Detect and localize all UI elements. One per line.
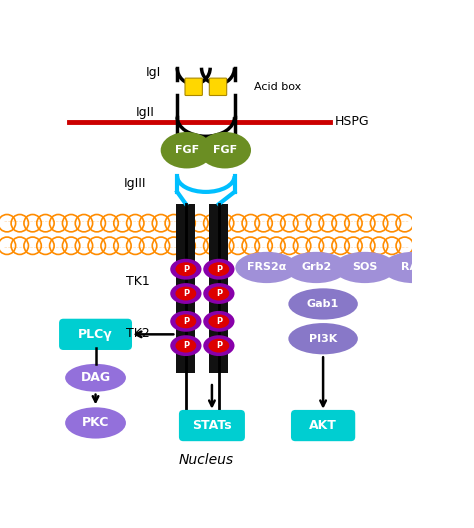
Ellipse shape <box>203 311 235 332</box>
Ellipse shape <box>170 259 201 280</box>
Text: PLCγ: PLCγ <box>78 328 113 341</box>
Text: PKC: PKC <box>82 417 109 429</box>
Text: PI3K: PI3K <box>309 334 337 344</box>
FancyBboxPatch shape <box>210 78 227 96</box>
Text: IgII: IgII <box>136 106 155 119</box>
Text: Acid box: Acid box <box>254 82 301 92</box>
Text: Nucleus: Nucleus <box>178 454 233 467</box>
Ellipse shape <box>209 314 229 328</box>
FancyBboxPatch shape <box>185 78 202 96</box>
Ellipse shape <box>65 407 126 439</box>
Ellipse shape <box>334 252 396 283</box>
Ellipse shape <box>382 252 445 283</box>
Ellipse shape <box>209 287 229 300</box>
Ellipse shape <box>236 252 298 283</box>
Ellipse shape <box>209 338 229 353</box>
Ellipse shape <box>199 132 251 168</box>
Text: TK1: TK1 <box>126 275 150 288</box>
Text: FGF: FGF <box>213 145 237 155</box>
Ellipse shape <box>209 262 229 276</box>
Text: P: P <box>183 317 189 326</box>
Ellipse shape <box>288 323 358 354</box>
Text: P: P <box>216 317 222 326</box>
Text: RAF: RAF <box>448 262 473 272</box>
Text: FRS2α: FRS2α <box>247 262 286 272</box>
Text: P: P <box>183 265 189 274</box>
Bar <box>210 204 228 373</box>
Ellipse shape <box>175 262 196 276</box>
Text: DAG: DAG <box>81 371 110 384</box>
Text: P: P <box>216 265 222 274</box>
Text: IgI: IgI <box>146 65 161 79</box>
Ellipse shape <box>175 287 196 300</box>
Ellipse shape <box>428 354 474 384</box>
Text: SOS: SOS <box>352 262 377 272</box>
Ellipse shape <box>161 132 213 168</box>
Text: P: P <box>216 341 222 350</box>
Ellipse shape <box>203 335 235 356</box>
Bar <box>176 204 195 373</box>
Ellipse shape <box>175 314 196 328</box>
Ellipse shape <box>203 283 235 304</box>
Ellipse shape <box>170 311 201 332</box>
Ellipse shape <box>170 335 201 356</box>
Text: P: P <box>216 289 222 298</box>
Text: Gab1: Gab1 <box>307 299 339 309</box>
Ellipse shape <box>288 288 358 319</box>
Ellipse shape <box>175 338 196 353</box>
Text: FGF: FGF <box>175 145 199 155</box>
Ellipse shape <box>285 252 347 283</box>
FancyBboxPatch shape <box>426 410 474 441</box>
Text: STATs: STATs <box>192 419 232 432</box>
Text: AKT: AKT <box>309 419 337 432</box>
Text: HSPG: HSPG <box>334 115 369 128</box>
Text: RAS: RAS <box>401 262 426 272</box>
Text: TK2: TK2 <box>126 327 150 340</box>
Text: IgIII: IgIII <box>123 177 146 190</box>
Text: P: P <box>183 341 189 350</box>
FancyBboxPatch shape <box>179 410 245 441</box>
Ellipse shape <box>429 252 474 283</box>
FancyBboxPatch shape <box>59 319 132 350</box>
Text: MAPK: MAPK <box>440 419 474 432</box>
Text: MEK: MEK <box>445 363 474 375</box>
FancyBboxPatch shape <box>291 410 355 441</box>
Text: Grb2: Grb2 <box>301 262 331 272</box>
Text: P: P <box>183 289 189 298</box>
Ellipse shape <box>65 364 126 392</box>
Ellipse shape <box>170 283 201 304</box>
Ellipse shape <box>203 259 235 280</box>
